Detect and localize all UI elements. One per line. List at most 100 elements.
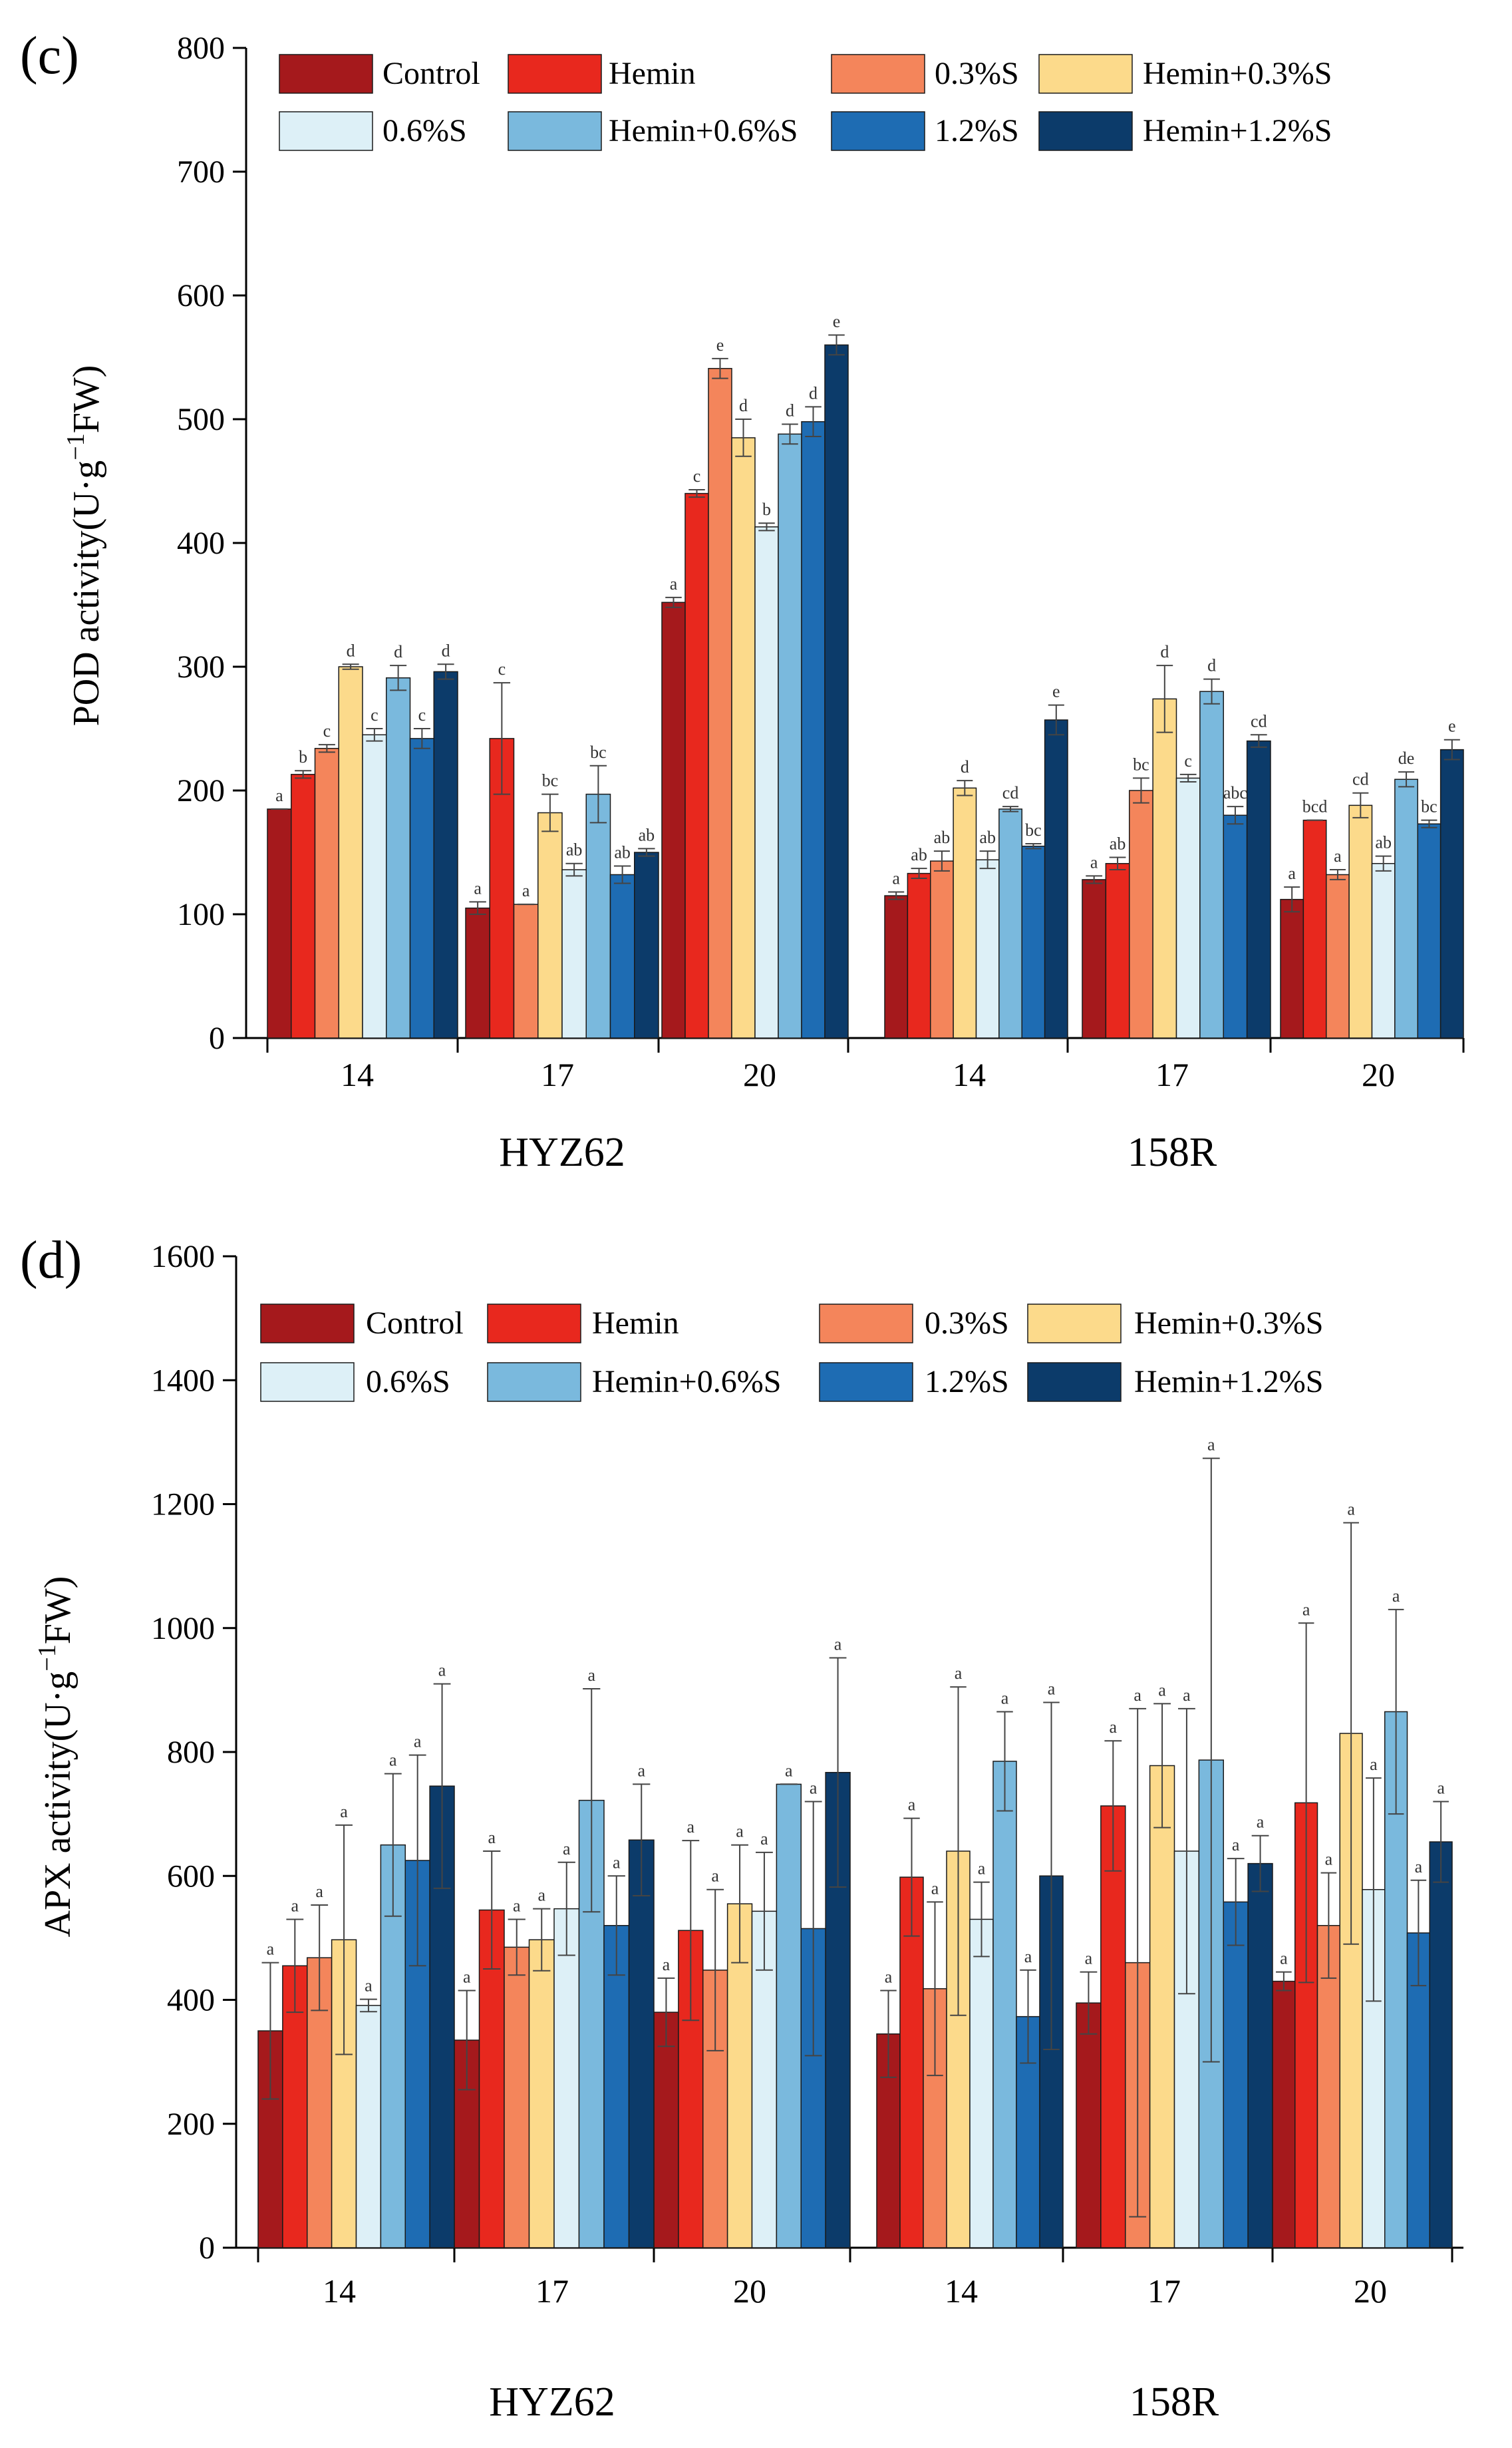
significance-letter: a — [1048, 1679, 1056, 1699]
significance-letter: a — [687, 1817, 695, 1836]
bar — [998, 808, 1022, 1039]
bar — [1439, 749, 1464, 1039]
x-tick-label: 14 — [945, 2272, 978, 2310]
significance-letter: d — [961, 757, 969, 777]
significance-letter: a — [291, 1896, 299, 1915]
bar — [1316, 1925, 1340, 2248]
significance-letter: d — [739, 396, 748, 415]
bar — [776, 1783, 802, 2248]
significance-letter: a — [1158, 1680, 1166, 1699]
panel-label: (d) — [20, 1231, 82, 1290]
significance-letter: a — [1325, 1850, 1333, 1869]
bar — [291, 774, 316, 1039]
significance-letter: b — [299, 747, 307, 767]
legend-label: Hemin+0.6%S — [609, 113, 798, 148]
legend-swatch — [831, 111, 925, 151]
bar — [1280, 898, 1304, 1039]
group-label: 158R — [1130, 2379, 1219, 2425]
significance-letter: d — [347, 641, 355, 660]
panel-label: (c) — [20, 27, 79, 85]
significance-letter: a — [488, 1828, 496, 1847]
significance-letter: a — [513, 1896, 521, 1915]
y-tick-label: 600 — [167, 1858, 215, 1894]
significance-letter: a — [1392, 1586, 1400, 1606]
x-tick-label: 17 — [1147, 2272, 1181, 2310]
bar — [1429, 1841, 1453, 2248]
significance-letter: d — [786, 401, 794, 420]
significance-letter: a — [389, 1751, 397, 1770]
significance-letter: a — [810, 1779, 818, 1798]
significance-letter: a — [736, 1822, 744, 1841]
significance-letter: e — [833, 312, 841, 331]
bar — [953, 787, 977, 1039]
significance-letter: a — [1288, 864, 1296, 883]
significance-letter: a — [275, 786, 283, 805]
bar — [433, 671, 458, 1039]
bar — [267, 808, 292, 1039]
significance-letter: a — [670, 574, 678, 594]
legend-label: Control — [366, 1306, 464, 1341]
significance-letter: a — [1024, 1947, 1032, 1966]
bar — [609, 874, 635, 1039]
bar — [778, 433, 802, 1039]
y-tick-label: 500 — [177, 402, 225, 437]
y-tick-label: 0 — [209, 1021, 225, 1056]
significance-letter: a — [365, 1976, 373, 1996]
legend-swatch — [260, 1304, 355, 1343]
significance-letter: a — [711, 1866, 719, 1886]
legend-swatch — [487, 1304, 581, 1343]
panel-d-apx-chart: 0 200 400 600 800 1000 1200 1400 1600 14 17 20 14 17 2… — [20, 1231, 1463, 2425]
significance-letter: a — [834, 1634, 842, 1654]
bar — [930, 860, 954, 1039]
bar — [708, 367, 732, 1039]
y-tick-label: 200 — [167, 2107, 215, 2142]
significance-letter: a — [1001, 1688, 1009, 1707]
significance-letter: c — [418, 705, 426, 725]
significance-letter: a — [563, 1839, 571, 1858]
bar — [314, 748, 339, 1039]
bar — [1105, 862, 1130, 1039]
bar — [1302, 819, 1327, 1039]
significance-letter: ab — [1375, 833, 1392, 852]
significance-letter: a — [1347, 1499, 1355, 1518]
significance-letter: d — [394, 642, 402, 661]
bar — [553, 1908, 580, 2248]
x-tick-label: 17 — [1155, 1056, 1189, 1093]
bar — [1100, 1805, 1126, 2248]
significance-letter: de — [1398, 749, 1415, 768]
legend-label: Hemin — [592, 1306, 679, 1341]
bar — [355, 2005, 382, 2248]
significance-letter: ab — [566, 840, 583, 860]
bar — [1152, 698, 1177, 1039]
legend-swatch — [1038, 54, 1133, 94]
bar — [1223, 814, 1248, 1039]
bar — [1417, 823, 1441, 1039]
bar — [824, 344, 849, 1039]
significance-letter: ab — [639, 825, 655, 844]
y-tick-label: 200 — [177, 773, 225, 808]
significance-letter: a — [340, 1802, 348, 1821]
bar — [513, 904, 539, 1039]
y-tick-label: 100 — [177, 897, 225, 932]
y-tick-label: 800 — [167, 1735, 215, 1770]
significance-letter: a — [474, 878, 482, 898]
significance-letter: a — [414, 1732, 422, 1751]
significance-letter: a — [1415, 1857, 1423, 1876]
bar — [684, 492, 709, 1039]
group-label: HYZ62 — [489, 2379, 615, 2425]
significance-letter: a — [1334, 846, 1342, 866]
significance-letter: c — [323, 721, 331, 741]
significance-letter: c — [693, 466, 701, 486]
significance-letter: a — [637, 1761, 645, 1780]
significance-letter: bc — [1421, 797, 1437, 816]
bar — [801, 421, 826, 1039]
legend-label: 0.6%S — [366, 1364, 450, 1399]
bar — [992, 1761, 1017, 2248]
legend-swatch — [279, 111, 373, 151]
significance-letter: cd — [1352, 770, 1369, 789]
group-label: HYZ62 — [499, 1130, 625, 1175]
significance-letter: a — [1207, 1435, 1215, 1455]
y-tick-label: 1600 — [151, 1239, 215, 1274]
significance-letter: a — [1370, 1755, 1378, 1774]
bar — [528, 1939, 555, 2248]
